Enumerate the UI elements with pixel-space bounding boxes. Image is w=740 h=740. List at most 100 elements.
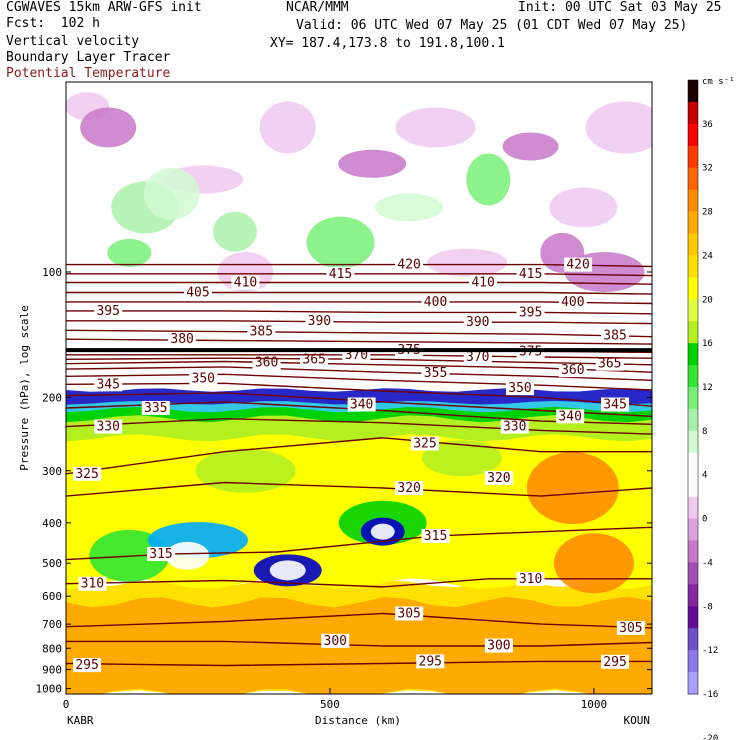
velocity-blob xyxy=(466,153,511,206)
theta-label-bg xyxy=(231,275,260,290)
colorbar-tick-label: -20 xyxy=(702,734,718,740)
theta-label-345: 345 xyxy=(603,398,626,413)
theta-label-bg xyxy=(321,633,350,648)
theta-label-bg xyxy=(94,419,123,434)
colorbar-swatch xyxy=(688,211,698,234)
velocity-feature xyxy=(553,533,634,594)
theta-label-bg xyxy=(500,419,529,434)
theta-label-360: 360 xyxy=(255,356,278,371)
theta-label-310: 310 xyxy=(81,577,104,592)
potential-temperature-contours: 295 295 295 300 300 305 305 310 310 315 315 320 320 3… xyxy=(66,257,652,673)
theta-label-bg xyxy=(73,658,102,673)
theta-label-bg xyxy=(506,381,535,396)
velocity-blob xyxy=(338,149,407,178)
theta-label-295: 295 xyxy=(603,655,626,670)
org-label: NCAR/MMM xyxy=(286,0,349,15)
theta-label-395: 395 xyxy=(519,305,542,320)
theta-contour-380 xyxy=(66,338,652,345)
colorbar-tick-label: 36 xyxy=(702,120,713,130)
colorbar-swatch xyxy=(688,584,698,607)
field-band-boundary-layer xyxy=(66,596,652,694)
colorbar-tick-label: -8 xyxy=(702,602,713,612)
x-tick-label: 0 xyxy=(63,698,70,711)
theta-label-bg xyxy=(463,350,492,365)
velocity-feature xyxy=(269,560,306,581)
theta-label-325: 325 xyxy=(413,436,436,451)
theta-label-330: 330 xyxy=(503,420,526,435)
colorbar-tick-label: -4 xyxy=(702,558,713,568)
theta-label-365: 365 xyxy=(598,357,621,372)
theta-label-325: 325 xyxy=(75,467,98,482)
field-potential-temperature: Potential Temperature xyxy=(6,66,171,81)
colorbar-swatch xyxy=(688,628,698,651)
theta-label-bg xyxy=(595,356,624,371)
theta-label-bg xyxy=(516,305,545,320)
theta-label-bg xyxy=(141,400,170,415)
colorbar-tick-label: 4 xyxy=(702,471,707,481)
theta-label-bg xyxy=(616,620,645,635)
field-band-tracer-blue xyxy=(66,388,652,405)
theta-label-295: 295 xyxy=(419,654,442,669)
theta-contour-300 xyxy=(66,640,652,647)
theta-contour-415 xyxy=(66,273,652,277)
colorbar-swatch xyxy=(688,167,698,191)
theta-label-bg xyxy=(516,266,545,281)
theta-contour-390 xyxy=(66,320,652,325)
theta-label-315: 315 xyxy=(424,529,447,544)
field-vertical-velocity: Vertical velocity xyxy=(6,34,140,49)
theta-label-bg xyxy=(78,576,107,591)
theta-label-305: 305 xyxy=(397,606,420,621)
colorbar-swatch xyxy=(688,80,698,103)
velocity-blob xyxy=(259,101,316,154)
colorbar-swatch xyxy=(688,189,698,213)
colorbar-tick-label: 24 xyxy=(702,251,713,261)
theta-label-bg xyxy=(421,528,450,543)
theta-label-bg xyxy=(168,332,197,347)
theta-label-bg xyxy=(395,481,424,496)
theta-label-400: 400 xyxy=(424,295,447,310)
velocity-blob xyxy=(502,132,559,161)
theta-label-305: 305 xyxy=(619,621,642,636)
theta-contour-320 xyxy=(66,481,652,497)
theta-label-bg xyxy=(183,285,212,300)
theta-contour-345 xyxy=(66,382,652,407)
theta-label-390: 390 xyxy=(466,315,489,330)
theta-contour-365 xyxy=(66,357,652,366)
colorbar-swatch xyxy=(688,321,698,344)
colorbar-tick-label: 0 xyxy=(702,515,707,525)
theta-label-bg xyxy=(147,546,176,561)
y-tick-label: 600 xyxy=(42,590,62,603)
theta-label-320: 320 xyxy=(397,481,420,496)
theta-label-bg xyxy=(601,654,630,669)
theta-label-415: 415 xyxy=(329,267,352,282)
x-axis-title: Distance (km) xyxy=(315,714,401,727)
theta-contour-385 xyxy=(66,329,652,338)
valid-time: Valid: 06 UTC Wed 07 May 25 (01 CDT Wed … xyxy=(296,18,688,33)
right-endpoint-label: KOUN xyxy=(624,714,651,727)
y-tick-label: 100 xyxy=(42,266,62,279)
velocity-feature xyxy=(421,440,502,477)
theta-label-bg xyxy=(484,470,513,485)
x-tick-label: 500 xyxy=(320,698,340,711)
colorbar-tick-label: 16 xyxy=(702,339,713,349)
theta-label-bg xyxy=(395,257,424,272)
colorbar-swatch xyxy=(688,343,698,366)
theta-label-bg xyxy=(94,303,123,318)
theta-contour-355 xyxy=(66,366,652,381)
theta-label-bg xyxy=(516,571,545,586)
theta-label-bg xyxy=(421,294,450,309)
theta-label-370: 370 xyxy=(466,350,489,365)
init-time: Init: 00 UTC Sat 03 May 25 xyxy=(518,0,722,15)
theta-label-355: 355 xyxy=(424,366,447,381)
colorbar-tick-label: -16 xyxy=(702,690,718,700)
theta-label-bg xyxy=(416,654,445,669)
theta-label-bg xyxy=(347,397,376,412)
theta-contour-410 xyxy=(66,281,652,285)
colorbar-swatch xyxy=(688,672,698,695)
colorbar-swatch xyxy=(688,365,698,388)
theta-contour-315 xyxy=(66,526,652,561)
velocity-blob xyxy=(427,248,508,277)
colorbar-swatch xyxy=(688,650,698,673)
plot-frame xyxy=(65,81,653,695)
theta-label-310: 310 xyxy=(519,572,542,587)
